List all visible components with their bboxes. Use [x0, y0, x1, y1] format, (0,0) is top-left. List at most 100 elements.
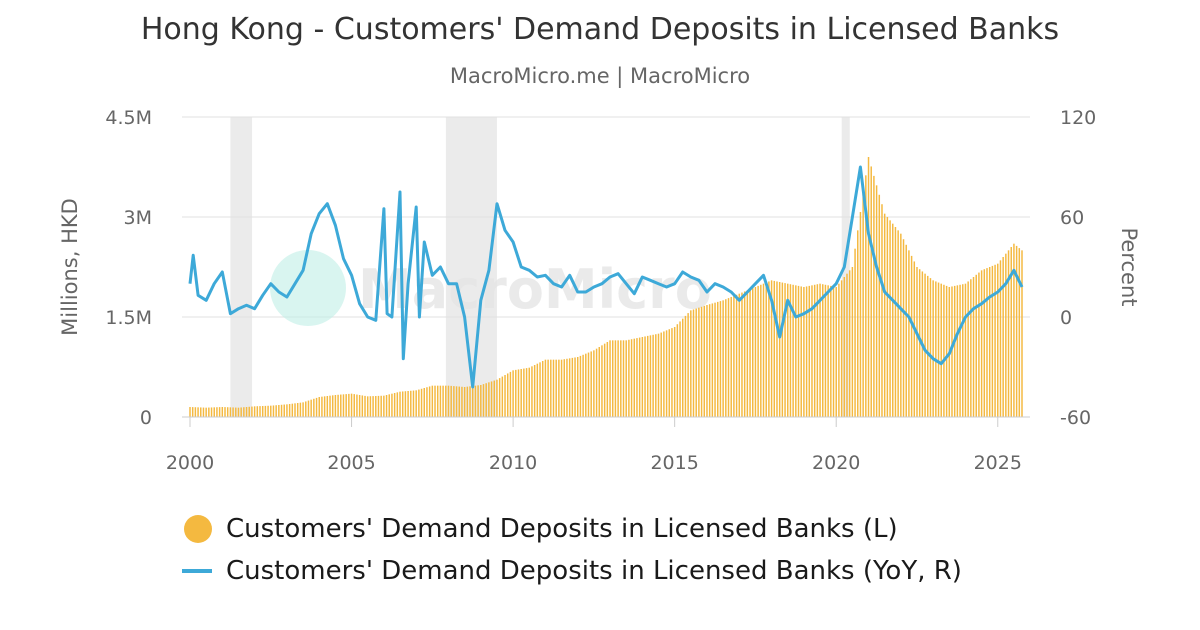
deposit-bar	[983, 269, 986, 417]
deposit-bar	[342, 394, 345, 417]
deposit-bar	[1010, 247, 1012, 417]
deposit-bar	[873, 175, 875, 417]
deposit-bar	[843, 277, 846, 417]
deposit-bar	[649, 335, 652, 417]
deposit-bar	[191, 407, 194, 417]
deposit-bar	[646, 335, 649, 417]
deposit-bar	[638, 337, 641, 417]
deposit-bar	[299, 402, 302, 417]
deposit-bar	[980, 270, 983, 417]
right-tick-label: 60	[1060, 207, 1084, 229]
deposit-bar	[393, 393, 396, 417]
deposit-bar	[668, 329, 671, 417]
deposit-bar	[832, 286, 835, 417]
deposit-bar	[601, 345, 603, 417]
deposit-bar	[609, 340, 611, 417]
deposit-bar	[272, 405, 275, 417]
deposit-bar	[442, 385, 444, 417]
deposit-bar	[434, 385, 436, 417]
deposit-bar	[784, 283, 786, 417]
deposit-bar	[778, 282, 781, 417]
deposit-bar	[544, 359, 547, 417]
deposit-bar	[420, 388, 423, 417]
legend-item-bars[interactable]: Customers' Demand Deposits in Licensed B…	[182, 508, 962, 550]
deposit-bar	[463, 387, 466, 417]
deposit-bar	[633, 338, 636, 417]
deposit-bar	[918, 269, 921, 417]
deposit-bar	[210, 407, 213, 417]
deposit-bar	[558, 359, 560, 417]
deposit-bar	[711, 303, 714, 417]
deposit-bar	[628, 339, 630, 417]
deposit-bar	[520, 369, 522, 417]
deposit-bar	[509, 371, 512, 417]
deposit-bar	[808, 285, 811, 417]
deposit-bar	[681, 318, 684, 417]
deposit-bar	[445, 385, 447, 417]
deposit-bar	[787, 283, 789, 417]
deposit-bar	[294, 403, 296, 417]
deposit-bar	[455, 386, 458, 417]
deposit-bar	[571, 357, 574, 417]
deposit-bar	[673, 327, 676, 417]
deposit-bar	[251, 406, 253, 417]
deposit-bar	[813, 284, 816, 417]
deposit-bar	[910, 255, 913, 417]
deposit-bar	[870, 166, 872, 417]
deposit-bar	[978, 272, 980, 417]
deposit-bar	[560, 359, 563, 417]
deposit-bar	[226, 407, 229, 417]
left-tick-label: 3M	[124, 207, 152, 229]
deposit-bar	[727, 298, 730, 417]
deposit-bar	[587, 352, 590, 417]
deposit-bar	[474, 385, 477, 417]
deposit-bar	[878, 194, 881, 417]
deposit-bar	[725, 299, 727, 417]
deposit-bar	[555, 359, 557, 417]
deposit-bar	[881, 204, 883, 417]
deposit-bar	[908, 250, 910, 417]
deposit-bar	[757, 285, 759, 417]
deposit-bar	[889, 220, 891, 417]
deposit-bar	[916, 267, 918, 417]
deposit-bar	[897, 230, 899, 417]
deposit-bar	[517, 369, 520, 417]
yoy-line	[188, 165, 1024, 389]
deposit-bar	[259, 406, 261, 417]
x-tick-label: 2010	[489, 452, 537, 474]
deposit-bar	[412, 390, 415, 417]
deposit-bar	[714, 302, 716, 417]
left-tick-label: 1.5M	[105, 307, 152, 329]
chart-title: Hong Kong - Customers' Demand Deposits i…	[140, 12, 1060, 47]
legend-item-line[interactable]: Customers' Demand Deposits in Licensed B…	[182, 550, 962, 592]
deposit-bar	[506, 373, 509, 417]
deposit-bar	[404, 391, 407, 417]
deposit-bar	[603, 343, 606, 417]
deposit-bar	[671, 328, 673, 417]
deposit-bar	[641, 337, 644, 417]
deposit-bar	[894, 227, 897, 417]
x-tick-label: 2020	[812, 452, 860, 474]
deposit-bar	[698, 307, 700, 417]
deposit-bar	[566, 358, 568, 417]
deposit-bar	[991, 265, 994, 417]
left-tick-label: 0	[140, 407, 152, 429]
deposit-bar	[706, 305, 708, 417]
deposit-bar	[305, 401, 307, 417]
deposit-bar	[313, 398, 315, 417]
deposit-bar	[221, 407, 224, 417]
deposit-bar	[202, 407, 205, 417]
deposit-bar	[945, 285, 948, 417]
deposit-bar	[708, 304, 711, 417]
deposit-bar	[622, 340, 625, 417]
deposit-bar	[827, 285, 829, 417]
deposit-bar	[776, 281, 778, 417]
deposit-bar	[235, 407, 237, 417]
deposit-bar	[533, 365, 536, 417]
deposit-bar	[200, 407, 202, 417]
deposit-bar	[315, 397, 318, 417]
deposit-bar	[932, 280, 934, 417]
deposit-bar	[765, 282, 767, 417]
deposit-bar	[665, 330, 668, 417]
deposit-bar	[310, 399, 312, 417]
